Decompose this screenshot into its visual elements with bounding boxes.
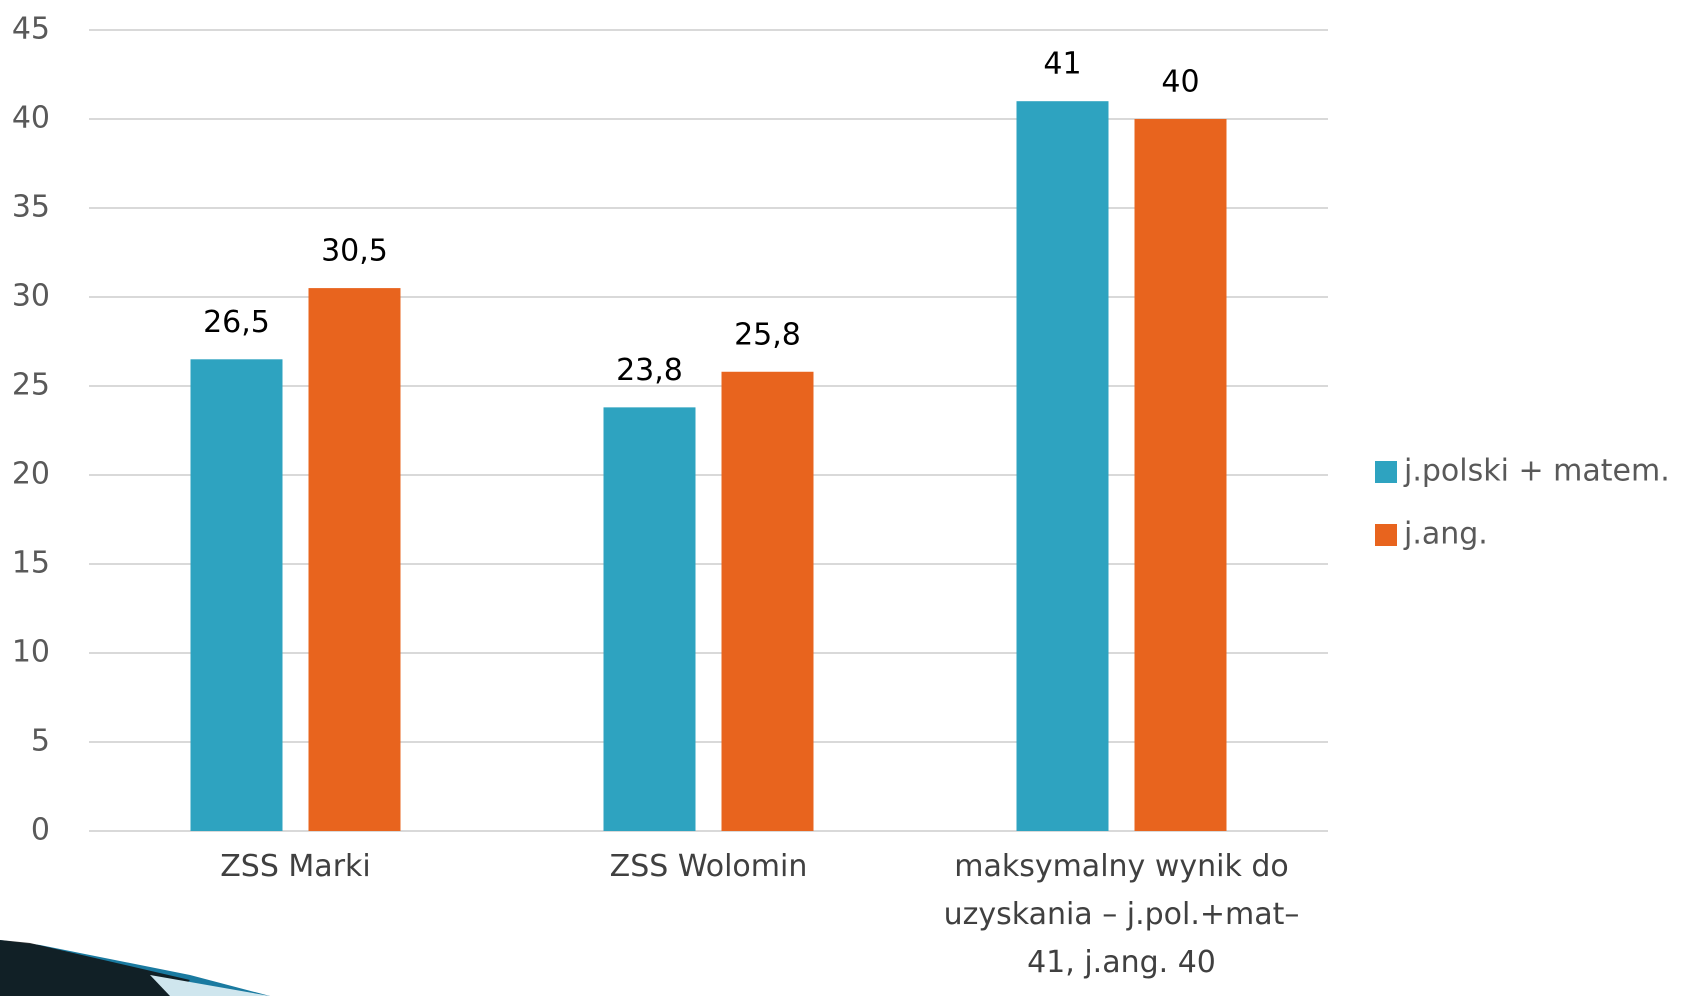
bar <box>721 371 814 831</box>
legend-label: j.polski + matem. <box>1403 454 1670 489</box>
y-tick-label: 0 <box>31 813 50 848</box>
bar <box>308 288 401 832</box>
decoration <box>0 940 190 996</box>
y-tick-label: 15 <box>12 546 50 581</box>
data-label: 25,8 <box>734 317 801 352</box>
legend-swatch <box>1375 461 1397 483</box>
data-label: 23,8 <box>616 353 683 388</box>
legend-label: j.ang. <box>1403 517 1488 552</box>
y-tick-label: 40 <box>12 101 50 136</box>
x-tick-label: ZSS Marki <box>220 849 371 884</box>
y-tick-label: 30 <box>12 279 50 314</box>
data-label: 40 <box>1161 65 1199 100</box>
data-label: 30,5 <box>321 234 388 269</box>
bar <box>190 359 283 831</box>
y-tick-label: 10 <box>12 635 50 670</box>
bar <box>1016 101 1109 831</box>
decoration <box>150 975 270 996</box>
x-tick-label: maksymalny wynik do uzyskania – j.pol.+m… <box>943 849 1300 980</box>
data-label: 26,5 <box>203 305 270 340</box>
y-tick-label: 25 <box>12 368 50 403</box>
y-tick-label: 20 <box>12 457 50 492</box>
y-tick-label: 45 <box>12 12 50 47</box>
y-tick-label: 5 <box>31 724 50 759</box>
legend-swatch <box>1375 524 1397 546</box>
y-tick-label: 35 <box>12 190 50 225</box>
bar <box>1134 119 1227 831</box>
bar <box>603 407 696 831</box>
x-tick-label: ZSS Wolomin <box>609 849 808 884</box>
data-label: 41 <box>1043 47 1081 82</box>
